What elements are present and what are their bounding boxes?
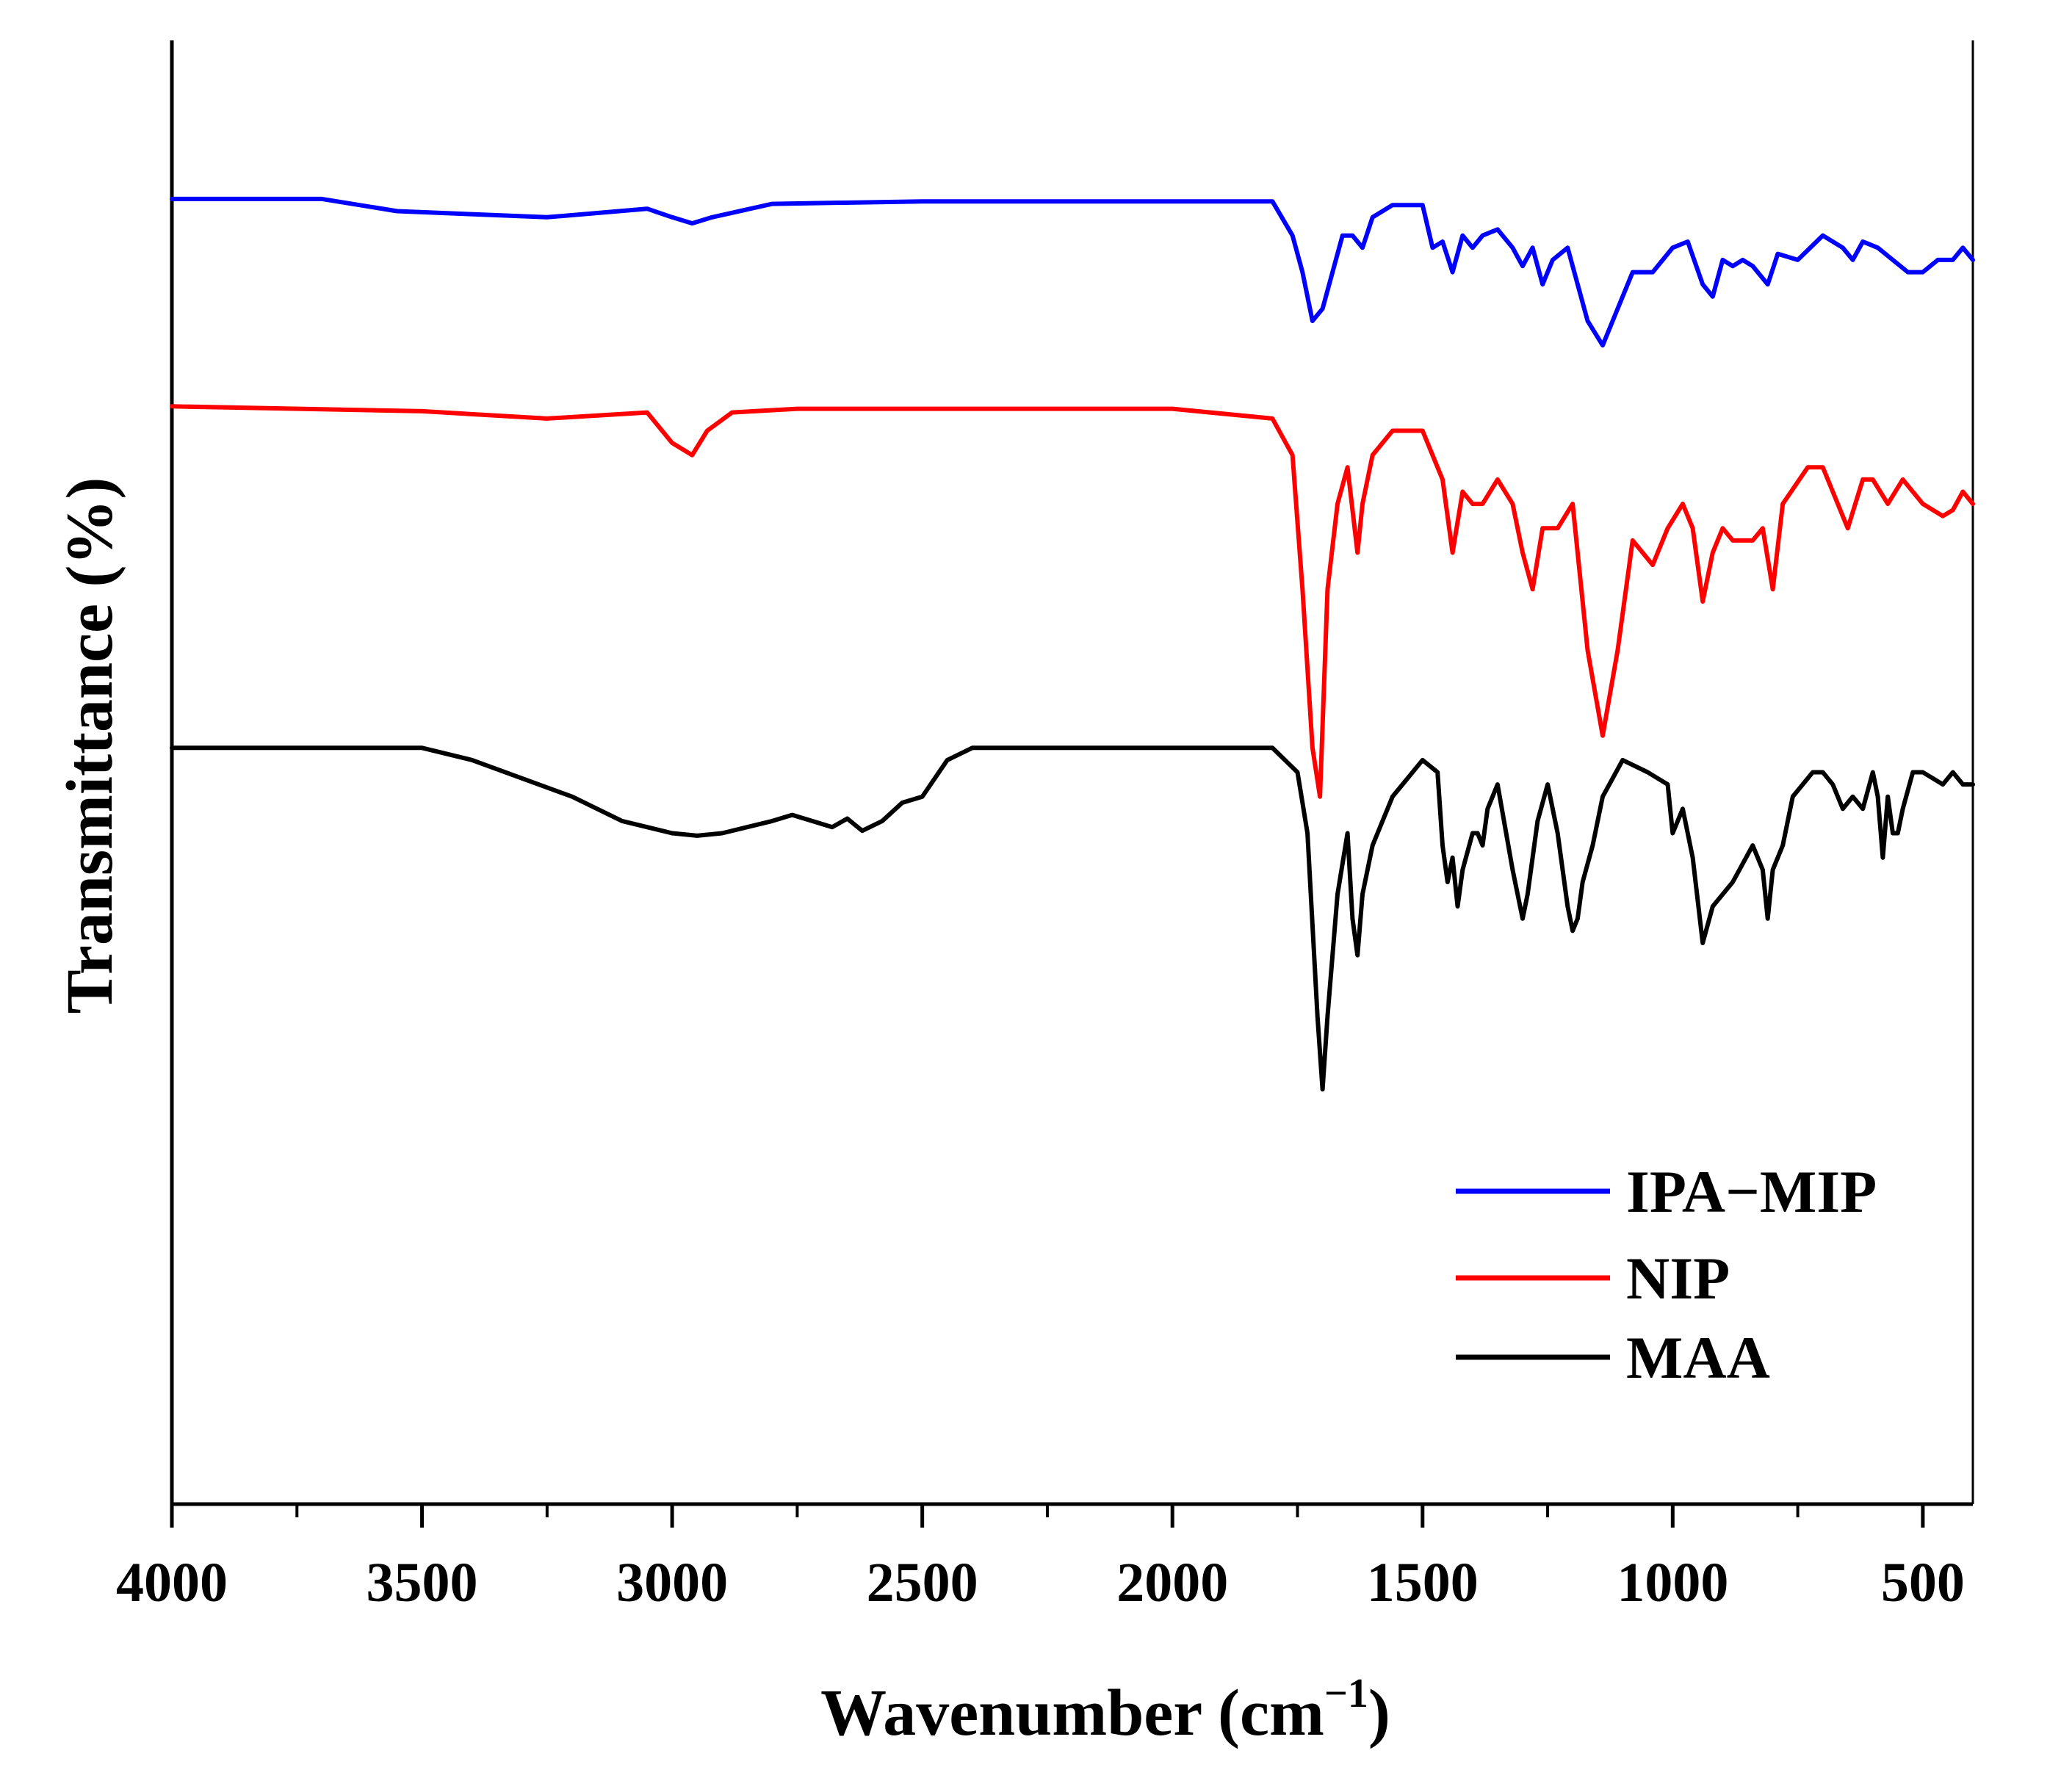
x-tick-label: 2500 <box>867 1552 978 1614</box>
x-tick-label: 2000 <box>1116 1552 1228 1614</box>
series-line-nip <box>170 404 1975 799</box>
x-axis-title-end: ) <box>1368 1677 1390 1749</box>
series-line-ipa-mip <box>170 196 1975 348</box>
x-tick-label: 1500 <box>1367 1552 1479 1614</box>
x-axis-title: Wavenumber (cm−1) <box>820 1671 1390 1749</box>
x-tick-label: 4000 <box>116 1552 228 1614</box>
x-axis-title-main: Wavenumber (cm <box>820 1677 1324 1749</box>
x-tick-label: 1000 <box>1617 1552 1728 1614</box>
y-axis-title: Transmittance (%) <box>54 477 126 1014</box>
x-tick-label: 3000 <box>616 1552 728 1614</box>
x-tick-label: 500 <box>1881 1552 1965 1614</box>
series-line-maa <box>170 745 1975 1092</box>
legend-label-maa: MAA <box>1626 1324 1770 1391</box>
x-tick-label: 3500 <box>367 1552 478 1614</box>
x-axis-title-superscript: −1 <box>1324 1671 1368 1716</box>
legend-label-ipa-mip: IPA−MIP <box>1626 1158 1877 1225</box>
legend-label-nip: NIP <box>1626 1245 1730 1312</box>
